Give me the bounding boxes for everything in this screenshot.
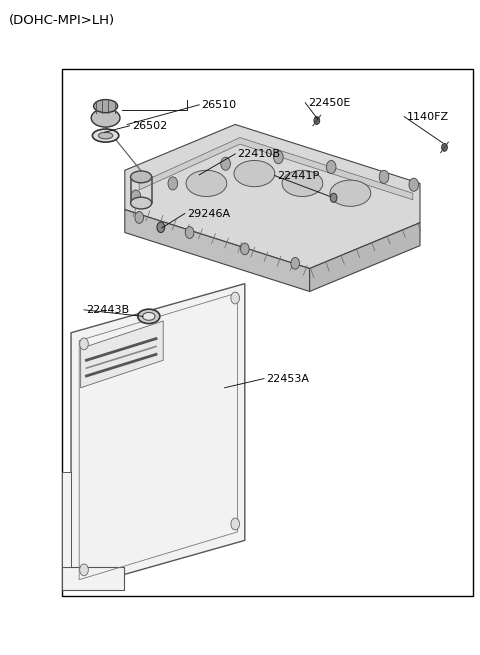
Circle shape bbox=[80, 338, 88, 350]
Ellipse shape bbox=[91, 109, 120, 127]
Circle shape bbox=[231, 292, 240, 304]
Circle shape bbox=[135, 212, 144, 223]
Ellipse shape bbox=[330, 180, 371, 206]
Text: 29246A: 29246A bbox=[187, 208, 230, 219]
Polygon shape bbox=[62, 567, 124, 590]
Polygon shape bbox=[71, 284, 245, 590]
Circle shape bbox=[240, 243, 249, 255]
Ellipse shape bbox=[143, 312, 155, 320]
Circle shape bbox=[131, 190, 141, 203]
Text: 22410B: 22410B bbox=[238, 149, 281, 159]
Circle shape bbox=[379, 170, 389, 183]
Circle shape bbox=[157, 222, 165, 233]
Circle shape bbox=[168, 177, 178, 190]
Ellipse shape bbox=[282, 170, 323, 196]
Text: 26502: 26502 bbox=[132, 121, 167, 131]
Circle shape bbox=[274, 151, 283, 164]
Polygon shape bbox=[310, 223, 420, 291]
Circle shape bbox=[330, 193, 337, 202]
Bar bbox=[62, 69, 473, 596]
Ellipse shape bbox=[94, 100, 118, 113]
Text: (DOHC-MPI>LH): (DOHC-MPI>LH) bbox=[9, 14, 115, 28]
Polygon shape bbox=[139, 138, 413, 200]
Text: 22443B: 22443B bbox=[86, 305, 130, 315]
Text: 22453A: 22453A bbox=[266, 373, 310, 384]
Ellipse shape bbox=[98, 132, 113, 139]
Circle shape bbox=[442, 143, 447, 151]
Ellipse shape bbox=[131, 197, 152, 209]
Ellipse shape bbox=[138, 309, 160, 324]
Ellipse shape bbox=[131, 171, 152, 183]
Polygon shape bbox=[125, 124, 420, 269]
Circle shape bbox=[185, 227, 194, 238]
Text: 26510: 26510 bbox=[202, 100, 237, 110]
Circle shape bbox=[291, 257, 300, 269]
Text: 22450E: 22450E bbox=[308, 98, 350, 108]
Circle shape bbox=[409, 178, 419, 191]
Text: 1140FZ: 1140FZ bbox=[407, 111, 449, 122]
Circle shape bbox=[314, 117, 320, 124]
Circle shape bbox=[221, 157, 230, 170]
Text: 22441P: 22441P bbox=[277, 170, 319, 181]
Ellipse shape bbox=[234, 160, 275, 187]
Polygon shape bbox=[81, 321, 163, 388]
Polygon shape bbox=[62, 472, 71, 567]
Circle shape bbox=[326, 160, 336, 174]
Polygon shape bbox=[125, 210, 310, 291]
Circle shape bbox=[231, 518, 240, 530]
Circle shape bbox=[80, 564, 88, 576]
Ellipse shape bbox=[186, 170, 227, 196]
Ellipse shape bbox=[92, 129, 119, 142]
